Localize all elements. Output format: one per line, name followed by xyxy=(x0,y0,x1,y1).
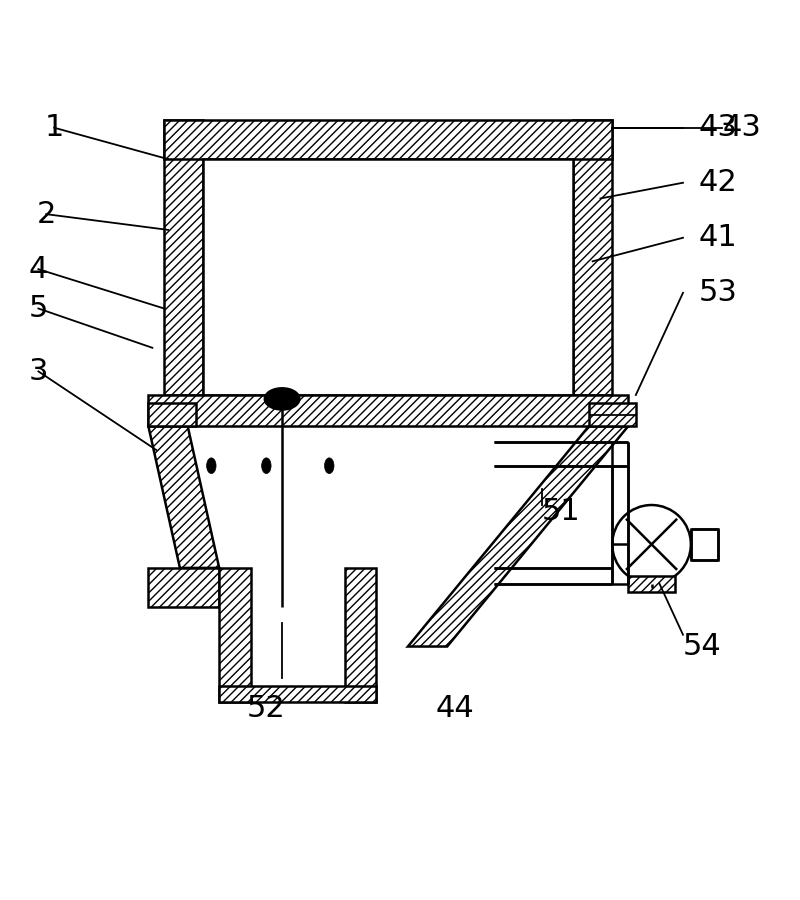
Polygon shape xyxy=(149,395,628,427)
Text: 52: 52 xyxy=(247,694,286,723)
Polygon shape xyxy=(164,120,612,159)
Polygon shape xyxy=(149,403,196,427)
Bar xyxy=(203,159,573,395)
Polygon shape xyxy=(219,568,250,702)
Ellipse shape xyxy=(325,458,334,473)
Circle shape xyxy=(612,505,691,583)
Text: 1: 1 xyxy=(45,113,64,142)
Text: 53: 53 xyxy=(698,278,738,307)
Polygon shape xyxy=(164,120,203,395)
Polygon shape xyxy=(573,120,612,395)
Polygon shape xyxy=(628,576,675,591)
Text: 51: 51 xyxy=(542,497,580,526)
Text: 3: 3 xyxy=(29,357,48,386)
Text: 42: 42 xyxy=(698,168,738,197)
Polygon shape xyxy=(149,568,219,608)
Ellipse shape xyxy=(262,458,271,473)
Bar xyxy=(691,528,718,560)
Text: 5: 5 xyxy=(29,294,48,323)
Text: 54: 54 xyxy=(683,632,722,661)
Polygon shape xyxy=(345,568,377,702)
Polygon shape xyxy=(408,427,628,646)
Ellipse shape xyxy=(206,458,216,473)
Text: 2: 2 xyxy=(37,200,56,229)
Text: 43: 43 xyxy=(698,113,738,142)
Polygon shape xyxy=(149,427,219,568)
Ellipse shape xyxy=(264,388,300,410)
Text: 41: 41 xyxy=(698,223,738,252)
Text: 43: 43 xyxy=(722,113,761,142)
Text: 4: 4 xyxy=(29,255,48,284)
Text: 44: 44 xyxy=(436,694,474,723)
Polygon shape xyxy=(589,403,636,427)
Polygon shape xyxy=(219,686,377,702)
